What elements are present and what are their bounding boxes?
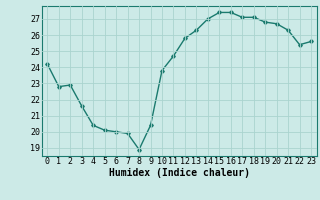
- X-axis label: Humidex (Indice chaleur): Humidex (Indice chaleur): [109, 168, 250, 178]
